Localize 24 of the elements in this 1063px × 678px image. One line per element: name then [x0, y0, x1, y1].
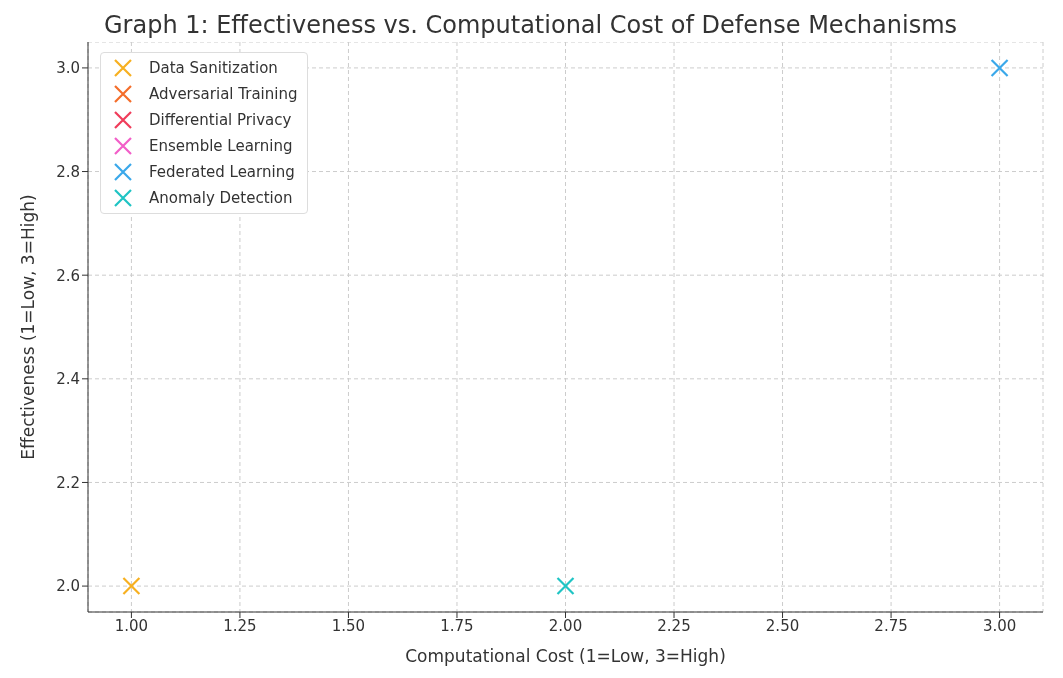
- y-tick-label: 2.8: [56, 162, 80, 181]
- x-tick-label: 1.25: [223, 616, 257, 635]
- x-tick-label: 1.00: [114, 616, 149, 635]
- chart-title: Graph 1: Effectiveness vs. Computational Cost of Defense Mechanisms: [102, 10, 958, 41]
- x-tick-label: 2.00: [548, 616, 583, 635]
- x-tick-label: 2.25: [657, 616, 691, 635]
- x-tick-label: 1.75: [440, 616, 474, 635]
- legend-label: Ensemble Learning: [149, 137, 293, 155]
- y-tick-label: 2.2: [56, 473, 80, 492]
- legend-label: Anomaly Detection: [149, 189, 293, 207]
- x-tick-label: 2.75: [874, 616, 908, 635]
- legend-label: Federated Learning: [149, 163, 295, 181]
- x-tick-label: 3.00: [982, 616, 1017, 635]
- y-axis-title: Effectiveness (1=Low, 3=High): [18, 194, 39, 460]
- y-tick-label: 2.6: [56, 266, 80, 285]
- y-tick-label: 2.4: [56, 370, 80, 389]
- y-tick-label: 2.0: [56, 577, 80, 596]
- legend-label: Adversarial Training: [149, 85, 298, 103]
- x-tick-label: 2.50: [765, 616, 800, 635]
- legend-label: Data Sanitization: [149, 59, 278, 77]
- y-tick-label: 3.0: [56, 59, 80, 78]
- x-tick-label: 1.50: [331, 616, 366, 635]
- x-axis-title: Computational Cost (1=Low, 3=High): [405, 646, 726, 666]
- legend-label: Differential Privacy: [149, 111, 292, 129]
